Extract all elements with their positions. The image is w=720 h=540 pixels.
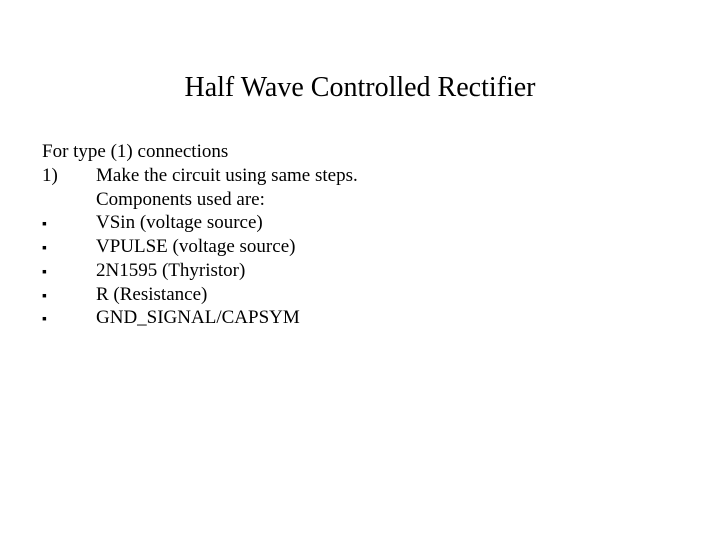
- item1-text: Make the circuit using same steps.: [96, 164, 682, 188]
- list-item: ▪ 2N1595 (Thyristor): [42, 259, 682, 283]
- slide: Half Wave Controlled Rectifier For type …: [0, 0, 720, 540]
- bullet-text: GND_SIGNAL/CAPSYM: [96, 306, 682, 330]
- bullet-text: 2N1595 (Thyristor): [96, 259, 682, 283]
- square-bullet-icon: ▪: [42, 310, 96, 328]
- square-bullet-icon: ▪: [42, 287, 96, 305]
- list-item: ▪ GND_SIGNAL/CAPSYM: [42, 306, 682, 330]
- square-bullet-icon: ▪: [42, 263, 96, 281]
- bullet-text: VPULSE (voltage source): [96, 235, 682, 259]
- list-item: ▪ VSin (voltage source): [42, 211, 682, 235]
- components-line: Components used are:: [42, 188, 682, 212]
- bullet-text: R (Resistance): [96, 283, 682, 307]
- list-item: ▪ VPULSE (voltage source): [42, 235, 682, 259]
- numbered-item: 1) Make the circuit using same steps.: [42, 164, 682, 188]
- list-item: ▪ R (Resistance): [42, 283, 682, 307]
- bullet-text: VSin (voltage source): [96, 211, 682, 235]
- intro-line: For type (1) connections: [42, 140, 682, 164]
- square-bullet-icon: ▪: [42, 215, 96, 233]
- components-label: Components used are:: [96, 188, 682, 212]
- square-bullet-icon: ▪: [42, 239, 96, 257]
- slide-body: For type (1) connections 1) Make the cir…: [42, 140, 682, 330]
- intro-text: For type (1) connections: [42, 140, 682, 164]
- slide-title: Half Wave Controlled Rectifier: [0, 72, 720, 104]
- item1-marker: 1): [42, 164, 96, 188]
